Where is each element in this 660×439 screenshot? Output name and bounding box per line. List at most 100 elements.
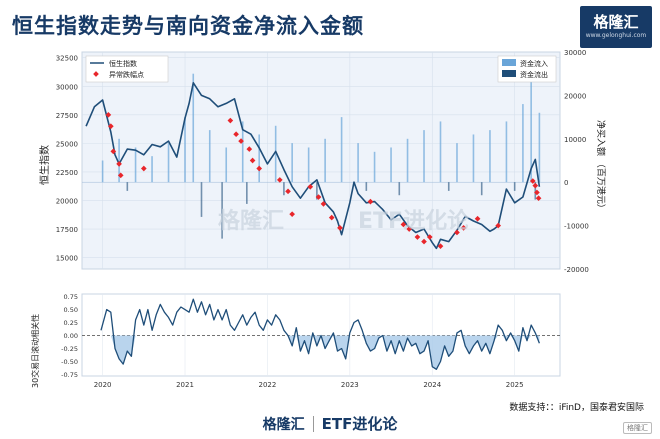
drop-marker: [285, 188, 291, 195]
inflow-bar: [423, 130, 425, 183]
drop-marker: [421, 238, 427, 245]
main-y2tick-label: 20000: [564, 92, 586, 100]
drop-marker: [532, 182, 539, 189]
corner-badge: 格隆汇: [623, 422, 652, 434]
inflow-bar: [241, 121, 244, 183]
main-ytick-label: 32500: [56, 55, 78, 63]
legend-outflow-label: 资金流出: [520, 70, 548, 79]
drop-marker: [140, 165, 147, 172]
outflow-bar: [398, 182, 401, 196]
drop-marker: [406, 226, 413, 232]
inflow-bar: [439, 121, 442, 183]
corr-xticks: 2020 2021 2022 2023 2024 2025: [94, 381, 524, 389]
outflow-bar: [126, 182, 129, 191]
drop-marker: [400, 221, 407, 228]
inflow-bar: [489, 130, 491, 183]
logo-url: www.gelonghui.com: [585, 32, 647, 39]
corr-ytick-label: -0.25: [61, 345, 78, 353]
drop-marker: [116, 161, 122, 167]
inflow-bar: [390, 147, 392, 183]
inflow-bar: [291, 143, 293, 183]
watermark-left: 格隆汇: [218, 208, 284, 234]
inflow-bar: [118, 138, 120, 183]
outflow-bar: [447, 182, 450, 191]
main-ylabel: 恒生指数: [38, 145, 51, 185]
legend-drop-label: 异常跌幅点: [109, 70, 144, 79]
drop-marker: [249, 157, 256, 164]
inflow-bar: [505, 121, 508, 183]
drop-marker: [307, 183, 314, 190]
footer: 格隆汇 ETF进化论: [0, 408, 660, 439]
main-y2tick-label: 30000: [564, 49, 586, 57]
outflow-bar: [283, 182, 285, 196]
corr-ytick-label: 0.75: [64, 293, 78, 301]
drop-marker: [246, 146, 253, 152]
inflow-bar: [307, 147, 310, 183]
legend-inflow-label: 资金流入: [520, 59, 548, 68]
drop-marker: [460, 225, 467, 231]
inflow-bar: [101, 160, 104, 183]
inflow-bar: [134, 147, 137, 183]
drop-marker: [315, 194, 322, 200]
inflow-bar: [184, 117, 186, 183]
inflow-bar: [274, 125, 277, 183]
inflow-bar: [151, 156, 153, 183]
drop-marker: [238, 138, 244, 144]
corr-negative-fill: [101, 335, 540, 370]
corr-xtick-label: 2025: [506, 381, 524, 389]
corr-xtick-label: 2020: [94, 381, 112, 389]
inflow-bar: [258, 134, 260, 183]
drop-marker: [437, 243, 444, 249]
drop-marker: [227, 117, 234, 124]
legend-index-label: 恒生指数: [109, 59, 137, 68]
drop-marker: [276, 177, 283, 183]
drop-marker: [495, 222, 502, 229]
corr-line: [100, 298, 541, 370]
drop-marker: [337, 225, 343, 231]
outflow-bar: [221, 182, 223, 239]
drop-marker: [534, 189, 540, 196]
drop-marker: [320, 201, 327, 207]
drop-marker: [105, 111, 112, 118]
main-y2label: 净买入额 （百万港元）: [595, 120, 607, 213]
main-ytick-label: 17500: [56, 226, 78, 234]
inflow-bar: [406, 138, 409, 183]
main-ytick-label: 20000: [56, 197, 78, 205]
page-title: 恒生指数走势与南向资金净流入金额: [12, 14, 364, 38]
corr-ytick-label: 0.50: [64, 306, 78, 314]
inflow-bar: [530, 65, 532, 183]
corr-area-group: [100, 298, 541, 370]
corr-ytick-label: 0.00: [64, 332, 78, 340]
inflow-bar: [538, 112, 541, 183]
watermark-right: ETF进化论: [358, 208, 470, 234]
inflow-bar: [357, 143, 359, 183]
corr-xtick-label: 2024: [423, 381, 441, 389]
main-y2ticks: -20000 -10000 0 10000 20000 30000: [564, 49, 589, 274]
corr-ytick-label: -0.75: [61, 371, 78, 379]
inflow-bar: [456, 143, 458, 183]
drop-marker: [110, 148, 117, 155]
main-ytick-label: 15000: [56, 255, 78, 263]
corr-yticks: -0.75 -0.50 -0.25 0.00 0.25 0.50 0.75: [61, 293, 78, 379]
main-y2tick-label: -20000: [564, 266, 589, 274]
outflow-bar: [480, 182, 483, 196]
drop-marker: [535, 195, 542, 202]
outflow-bar: [246, 182, 248, 204]
drop-marker: [328, 214, 335, 221]
footer-divider: [312, 415, 314, 432]
footer-brand: 格隆汇: [262, 416, 305, 433]
drop-marker: [108, 123, 114, 130]
drop-marker: [474, 215, 481, 222]
inflow-bar: [522, 104, 524, 183]
drop-marker: [289, 211, 295, 218]
inflow-bar: [167, 143, 170, 183]
brand-logo: 格隆汇 www.gelonghui.com: [580, 6, 652, 48]
main-y2tick-label: 10000: [564, 136, 586, 144]
main-bars: [101, 65, 541, 239]
corr-xtick-label: 2021: [176, 381, 194, 389]
outflow-bar: [513, 182, 516, 191]
main-y2tick-label: -10000: [564, 223, 589, 231]
main-plot-area: [81, 51, 561, 270]
corr-ylabel: 30交易日滚动相关性: [30, 314, 40, 388]
